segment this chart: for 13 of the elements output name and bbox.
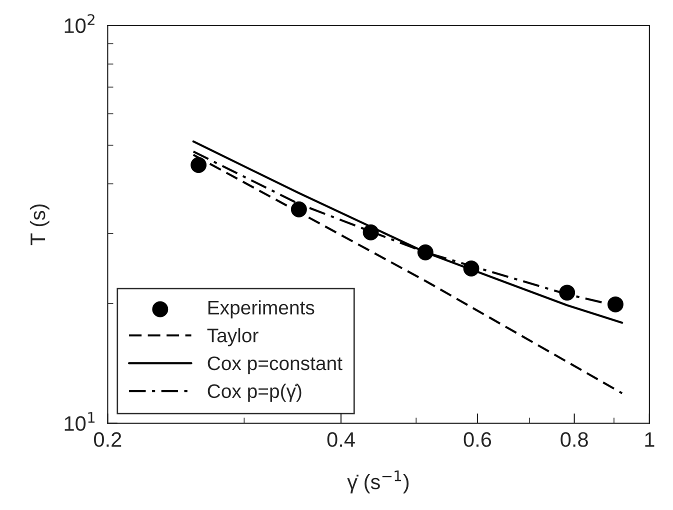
y-tick-label: 10$^{2}$ xyxy=(64,14,94,34)
legend-label: Cox p=p(γ̇) xyxy=(208,384,302,402)
y-axis-title: T (s) xyxy=(30,204,50,246)
x-axis-title: γ̇ (s$^{−1}$) xyxy=(347,470,409,494)
legend-label: Cox p=constant xyxy=(208,356,342,374)
legend-label: Experiments xyxy=(208,300,314,318)
x-tick-label: 1 xyxy=(645,432,654,447)
x-tick-label: 0.6 xyxy=(464,432,492,447)
y-tick-label: 10$^{1}$ xyxy=(64,412,95,431)
x-tick-label: 0.4 xyxy=(327,432,355,447)
x-tick-label: 0.8 xyxy=(560,432,588,447)
legend-label: Taylor xyxy=(207,328,258,346)
x-tick-label: 0.2 xyxy=(94,432,122,447)
